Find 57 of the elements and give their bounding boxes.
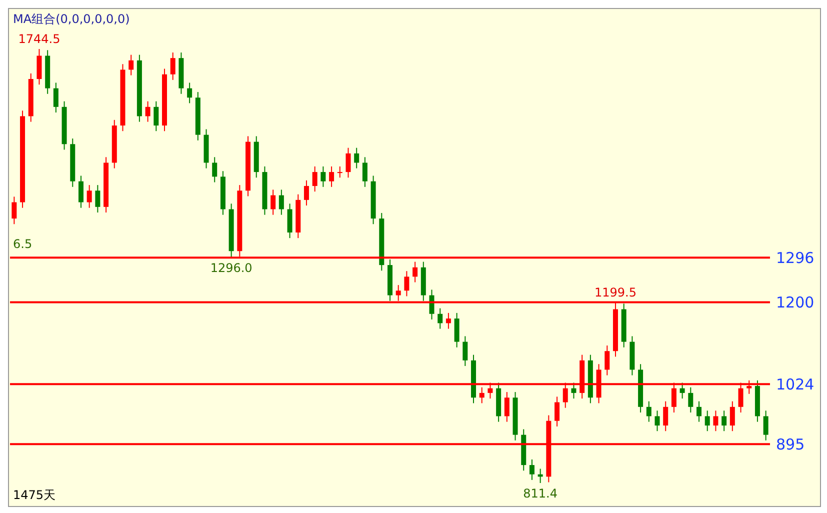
candlestick <box>404 270 410 297</box>
candlestick <box>713 410 718 432</box>
candlestick <box>763 410 768 441</box>
candlestick <box>86 184 92 208</box>
candlestick <box>412 261 418 283</box>
candlestick <box>154 100 159 132</box>
candlestick <box>730 400 735 432</box>
candlestick <box>212 156 218 183</box>
annotation: 6.5 <box>13 237 32 251</box>
candlestick <box>346 147 351 178</box>
candlestick <box>504 392 510 422</box>
candlestick <box>95 184 100 213</box>
ref-line-label: 1024 <box>776 375 814 394</box>
candlestick <box>36 49 42 86</box>
candlestick <box>529 458 534 480</box>
candlestick <box>454 312 460 348</box>
candlestick <box>304 180 309 206</box>
annotation: 1296.0 <box>210 261 252 276</box>
candlestick <box>362 156 368 188</box>
candlestick <box>270 189 276 216</box>
candlestick <box>78 175 84 208</box>
text: MA组合(0,0,0,0,0,0) <box>13 11 130 28</box>
candlestick <box>462 336 468 366</box>
candlestick <box>278 189 284 216</box>
candlestick <box>170 52 176 80</box>
ref-line-label: 1296 <box>776 248 814 267</box>
candlestick <box>287 203 292 239</box>
candlestick <box>446 312 451 330</box>
text: 1475天 <box>13 487 56 504</box>
candlestick <box>554 396 560 427</box>
candlestick <box>571 382 576 400</box>
candlestick <box>646 400 652 422</box>
candlestick <box>696 400 702 422</box>
candlestick <box>438 308 443 330</box>
ref-line-label: 895 <box>776 435 805 454</box>
candlestick <box>12 196 17 225</box>
candlestick <box>312 166 318 192</box>
candlestick <box>354 147 360 169</box>
candlestick <box>145 100 150 122</box>
annotation: 1744.5 <box>18 32 60 46</box>
candlestick <box>337 166 342 178</box>
candlestick <box>722 410 727 432</box>
ref-line-label: 1200 <box>776 294 814 312</box>
candlestick <box>329 166 334 188</box>
annotation: 811.4 <box>523 486 558 501</box>
candlestick <box>479 386 484 404</box>
candlestick <box>704 410 710 432</box>
annotation: 1199.5 <box>594 285 636 300</box>
candlestick <box>320 166 326 188</box>
candlestick <box>663 400 668 432</box>
candlestick <box>604 345 610 376</box>
candlestick <box>53 82 58 113</box>
candlestick <box>187 82 192 104</box>
candlestick <box>680 382 685 400</box>
candlestick <box>654 410 660 432</box>
candlestick <box>128 54 134 76</box>
candlestick <box>688 386 694 413</box>
